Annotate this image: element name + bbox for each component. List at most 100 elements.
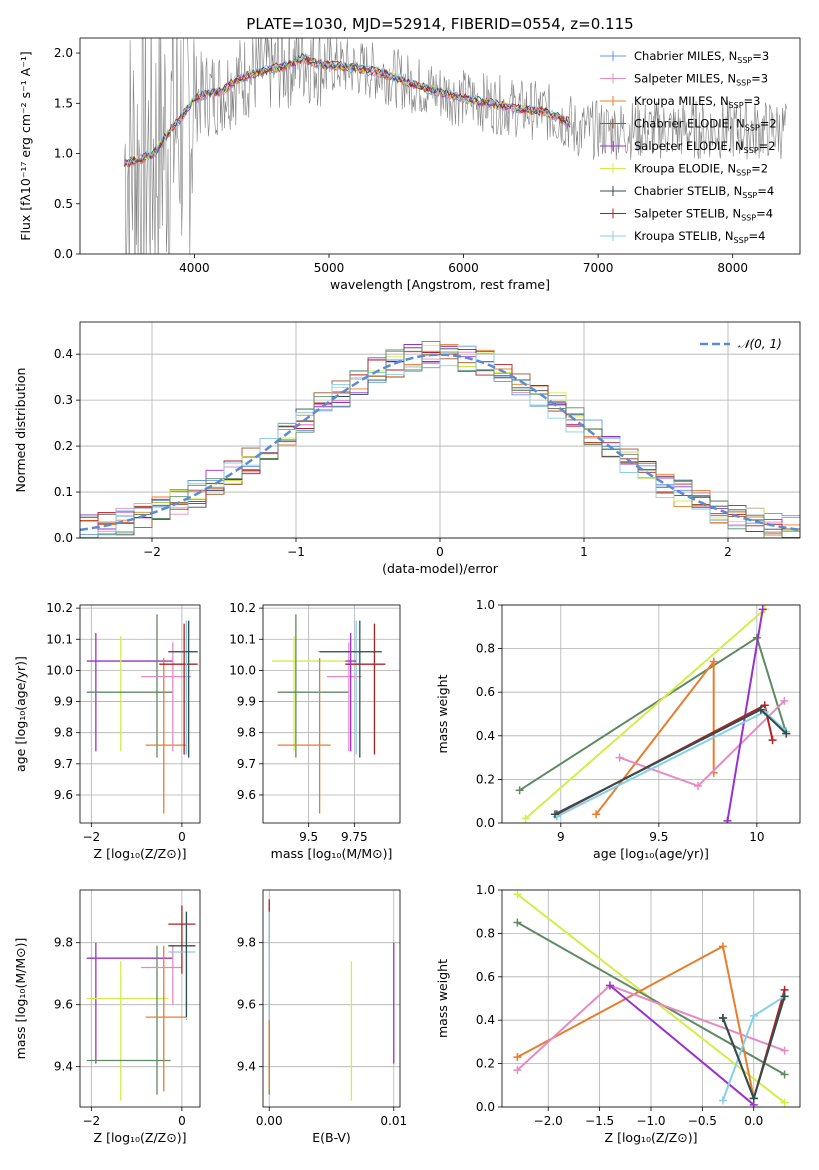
legend-nssp: =2 [759, 139, 776, 153]
x-tick-label: 8000 [717, 261, 748, 275]
panel-age-vs-z: −2 0 9.6 9.7 9.8 9.9 10.0 10.1 10.2 Z [log₁₀(Z/Z⊙… [13, 601, 201, 861]
y-tick-label: 10.1 [46, 632, 73, 646]
errorbar-point [159, 623, 198, 755]
legend-subscript: SSP [736, 79, 751, 88]
y-tick-label: 0.0 [54, 247, 73, 261]
weight-marker [780, 1046, 789, 1055]
plot-area [80, 340, 800, 538]
y-tick-label: 9.8 [54, 936, 73, 950]
y-tick-label: 0.6 [476, 970, 495, 984]
panel-weights-vs-z: −2.0 −1.5 −1.0 −0.5 0.0 0.0 0.2 0.4 0.6 0.8 1.0 Z [… [435, 883, 801, 1145]
plot-area [86, 905, 196, 1101]
y-tick-label: 9.4 [54, 1060, 73, 1074]
x-tick-label: 9.5 [299, 830, 318, 844]
weight-marker [550, 810, 559, 819]
x-axis-label: Z [log₁₀(Z/Z⊙)] [94, 1130, 187, 1145]
normal-curve [80, 353, 800, 532]
plot-area [124, 38, 787, 254]
legend-entry: Kroupa MILES, NSSP=3 [634, 94, 760, 110]
axes-frame [262, 889, 401, 1108]
plot-area [86, 614, 198, 814]
x-tick-label: −2 [82, 1114, 100, 1128]
x-axis-label: wavelength [Angstrom, rest frame] [330, 277, 550, 292]
weight-marker [749, 1094, 758, 1103]
legend-nssp: =3 [744, 94, 761, 108]
x-tick-label: −2 [143, 545, 161, 559]
x-tick-label: 0.00 [256, 1114, 283, 1128]
model-spectrum-line [124, 54, 571, 167]
y-axis-label: mass weight [435, 959, 450, 1038]
weight-marker [758, 605, 767, 614]
legend-nssp: =2 [751, 162, 768, 176]
legend-entry: Salpeter STELIB, NSSP=4 [634, 207, 773, 223]
y-tick-label: 9.4 [237, 1060, 256, 1074]
x-tick-label: −1.0 [636, 1114, 665, 1128]
legend-subscript: SSP [742, 191, 757, 200]
axes-frame [79, 321, 801, 539]
tick-marks [76, 353, 729, 542]
tick-marks [76, 52, 734, 258]
y-tick-label: 9.8 [54, 726, 73, 740]
y-tick-label: 0.4 [476, 729, 495, 743]
y-axis-label: mass [log₁₀(M/M⊙)] [13, 938, 28, 1060]
y-tick-label: 2.0 [54, 46, 73, 60]
legend-nssp: =3 [752, 49, 769, 63]
y-tick-label: 10.2 [46, 601, 73, 615]
y-tick-label: 10.0 [229, 663, 256, 677]
errorbar-point [168, 911, 196, 1018]
axes-frame [501, 604, 801, 824]
axes-frame [79, 889, 201, 1108]
plot-area [272, 614, 386, 814]
panel-mass-vs-z: −2 0 9.4 9.6 9.8 Z [log₁₀(Z/Z⊙)] mass [log₁₀(M… [13, 889, 201, 1145]
panel-age-vs-mass: 9.5 9.75 9.6 9.7 9.8 9.9 10.0 10.1 10.2 mass [log… [229, 601, 401, 861]
y-tick-label: 0.2 [54, 439, 73, 453]
y-tick-label: 0.4 [476, 1013, 495, 1027]
errorbar-point [168, 905, 196, 974]
y-tick-label: 1.0 [476, 598, 495, 612]
axes-frame [262, 604, 401, 824]
legend-subscript: SSP [745, 124, 760, 133]
errorbar-point [277, 614, 349, 758]
y-tick-label: 10.0 [46, 663, 73, 677]
legend-nssp: =4 [757, 184, 774, 198]
weight-marker [694, 781, 703, 790]
y-tick-label: 9.6 [54, 998, 73, 1012]
axes-frame [79, 604, 201, 824]
y-tick-label: 1.5 [54, 96, 73, 110]
y-tick-label: 0.0 [476, 1100, 495, 1114]
y-tick-label: 0.1 [54, 485, 73, 499]
y-tick-label: 0.8 [476, 926, 495, 940]
y-tick-label: 0.2 [476, 1057, 495, 1071]
data-spectrum-line [124, 38, 787, 254]
panel-spectrum: 4000 5000 6000 7000 8000 0.0 0.5 1.0 1.5 2.0 wavel… [18, 37, 801, 292]
plot-area [513, 890, 789, 1107]
weight-marker [780, 1098, 789, 1107]
weight-line [516, 921, 786, 1076]
y-tick-label: 10.1 [229, 632, 256, 646]
weight-marker [592, 810, 601, 819]
x-tick-label: 5000 [314, 261, 345, 275]
legend-subscript: SSP [737, 56, 752, 65]
weight-line [595, 658, 715, 815]
x-axis-label: Z [log₁₀(Z/Z⊙)] [94, 846, 187, 861]
y-tick-label: 1.0 [54, 147, 73, 161]
weight-line [524, 608, 766, 820]
errorbar-point [141, 945, 182, 1005]
tick-marks [259, 942, 395, 1111]
x-axis-label: E(B-V) [312, 1130, 351, 1145]
weight-line [556, 710, 787, 818]
errorbar-point [277, 657, 331, 814]
errorbar-point [145, 657, 187, 814]
weight-marker [718, 1096, 727, 1105]
weight-line [609, 984, 755, 1106]
tick-marks [498, 889, 755, 1111]
errorbar-point [345, 633, 357, 752]
y-axis-label: age [log₁₀(age/yr)] [13, 656, 28, 772]
weight-marker [780, 1070, 789, 1079]
y-tick-label: 0.5 [54, 197, 73, 211]
gridlines [80, 605, 200, 823]
weight-marker [749, 1011, 758, 1020]
x-tick-label: 9.5 [649, 830, 668, 844]
x-axis-label: (data-model)/error [382, 561, 499, 576]
